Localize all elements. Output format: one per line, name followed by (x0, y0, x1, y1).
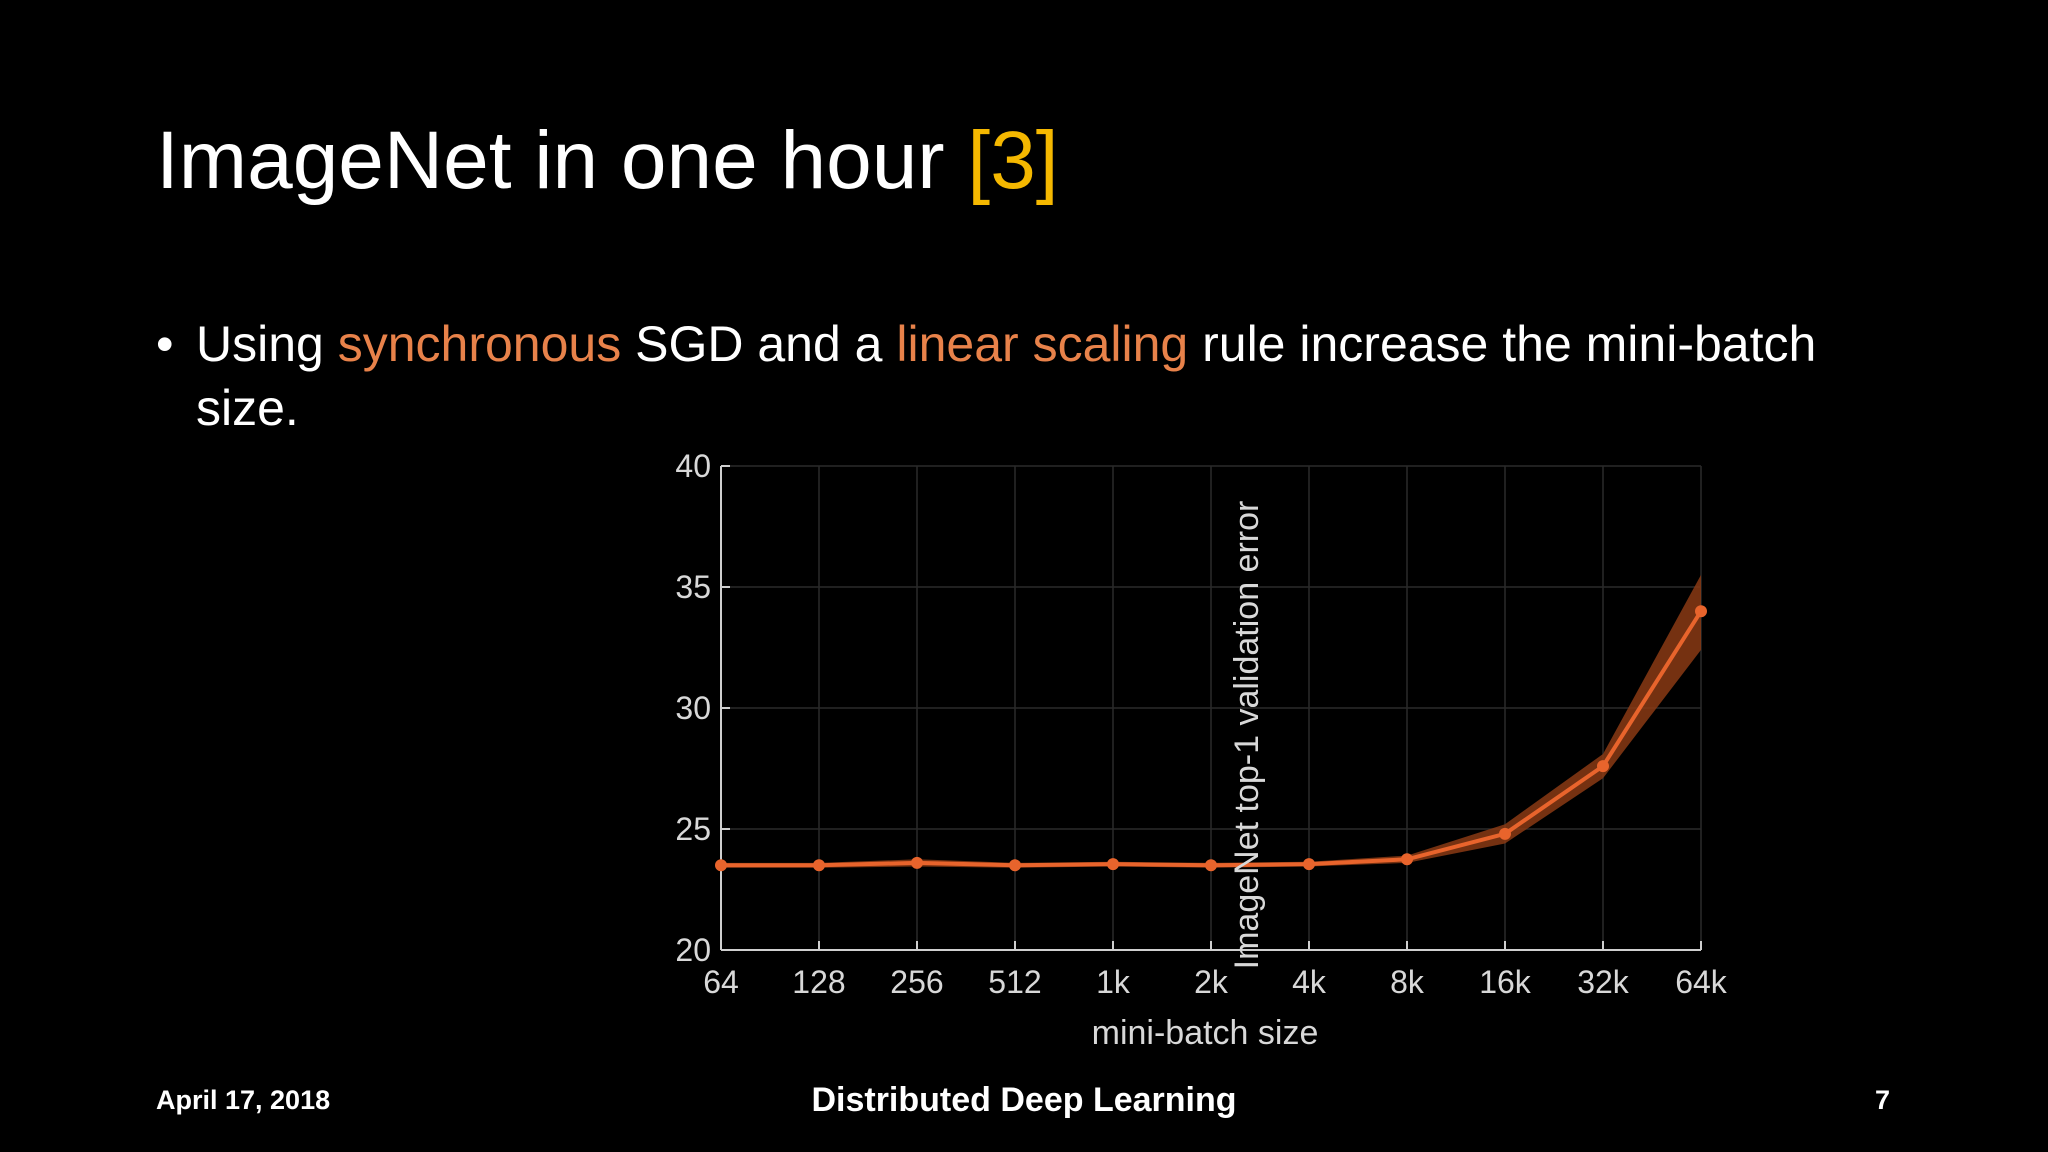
error-vs-batch-size-chart: 64 128 256 512 1k 2k 4k 8k 16k 32k 64k 20 25 30 35 40 m… (675, 448, 1727, 1052)
highlight-linear-scaling: linear scaling (896, 316, 1189, 372)
x-tick-label: 512 (988, 964, 1041, 1000)
x-tick-label: 2k (1194, 964, 1229, 1000)
bullet-text-part3: rule increase the mini-batch size. (196, 316, 1817, 436)
bullet-text-part1: Using (196, 316, 338, 372)
data-point (1499, 827, 1511, 840)
tick-labels: 64 128 256 512 1k 2k 4k 8k 16k 32k 64k 20 25 30 35 40 (675, 448, 1727, 1000)
x-tick-label: 64k (1675, 964, 1728, 1000)
y-tick-label: 25 (675, 811, 711, 847)
data-point (813, 859, 825, 872)
data-point (1597, 760, 1609, 773)
y-tick-label: 40 (675, 448, 711, 484)
bullet-text-part2: SGD and a (621, 316, 897, 372)
slide-title-text: ImageNet in one hour (156, 115, 945, 206)
y-tick-label: 30 (675, 690, 711, 726)
y-axis-label: ImageNet top-1 validation error (1228, 501, 1266, 970)
bullet-dot: • (156, 316, 174, 372)
x-tick-label: 64 (703, 964, 739, 1000)
data-point (715, 859, 727, 872)
data-point (1303, 858, 1315, 871)
x-tick-label: 32k (1577, 964, 1630, 1000)
x-tick-label: 1k (1096, 964, 1131, 1000)
data-point (1009, 859, 1021, 872)
grid (720, 465, 1702, 951)
data-point (911, 856, 923, 869)
x-tick-label: 8k (1390, 964, 1425, 1000)
data-point (1205, 859, 1217, 872)
x-axis-label: mini-batch size (1092, 1014, 1319, 1052)
x-tick-label: 4k (1292, 964, 1327, 1000)
slide-title: ImageNet in one hour [3] (156, 112, 1059, 210)
x-tick-label: 16k (1479, 964, 1532, 1000)
highlight-synchronous: synchronous (337, 316, 622, 372)
x-tick-label: 256 (890, 964, 943, 1000)
citation-reference: [3] (967, 115, 1059, 206)
x-tick-label: 128 (792, 964, 845, 1000)
footer-date: April 17, 2018 (156, 1085, 331, 1115)
data-point (1107, 858, 1119, 871)
bullet-point: • Using synchronous SGD and a linear sca… (156, 312, 1856, 440)
data-point (1695, 605, 1707, 618)
y-tick-label: 20 (675, 932, 711, 968)
y-tick-label: 35 (675, 569, 711, 605)
footer-title: Distributed Deep Learning (811, 1081, 1237, 1119)
data-point (1401, 853, 1413, 866)
page-number: 7 (1874, 1085, 1890, 1115)
series-layer (715, 605, 1707, 872)
bullet-text: Using synchronous SGD and a linear scali… (156, 312, 1856, 440)
